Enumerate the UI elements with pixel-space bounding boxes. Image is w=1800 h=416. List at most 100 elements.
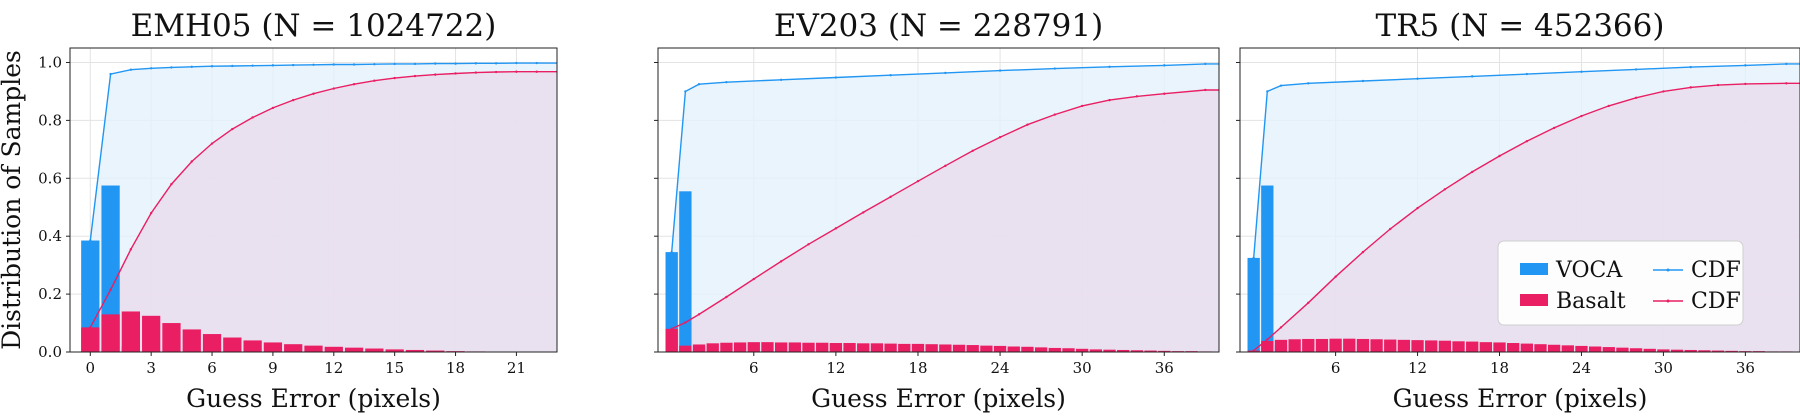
basalt-bar <box>1466 341 1479 352</box>
basalt-cdf-line-point <box>889 195 892 199</box>
voca-cdf-line-point <box>697 82 701 86</box>
voca-cdf-line-point <box>129 68 133 71</box>
legend-label: CDF <box>1691 258 1741 283</box>
basalt-bar <box>1089 349 1103 352</box>
voca-cdf-line-point <box>1785 62 1788 66</box>
basalt-bar <box>1302 338 1315 352</box>
basalt-cdf-line-point <box>1361 250 1365 254</box>
y-tick-label: 0.6 <box>38 169 62 187</box>
basalt-cdf-line-point <box>1266 338 1269 341</box>
basalt-cdf-line-point <box>1334 275 1337 278</box>
basalt-cdf-line-point <box>670 327 673 331</box>
basalt-cdf-line-point <box>1525 140 1529 143</box>
x-tick-label: 6 <box>749 359 759 377</box>
voca-cdf-line-point <box>170 66 173 69</box>
basalt-cdf-line-point <box>1080 104 1084 108</box>
basalt-cdf-line-point <box>1443 188 1447 191</box>
basalt-cdf-line-point <box>170 182 173 186</box>
legend-box <box>1497 240 1744 326</box>
basalt-bar <box>1602 347 1615 352</box>
basalt-bar <box>980 345 993 352</box>
voca-cdf-line-point <box>393 62 396 66</box>
basalt-bar <box>1356 338 1370 352</box>
voca-cdf-line-point <box>889 74 892 77</box>
basalt-bar <box>761 342 774 352</box>
basalt-cdf-line-point <box>998 135 1002 139</box>
basalt-bar <box>679 345 692 352</box>
voca-bar <box>1261 185 1274 352</box>
basalt-cdf-line-point <box>971 149 974 152</box>
basalt-cdf-line-point <box>413 74 417 78</box>
basalt-cdf-line-point <box>1389 227 1392 231</box>
panel-2: 6 12 18 24 30 36 EV203 (N = 228791) Guess Error… <box>654 8 1220 413</box>
voca-cdf-line-point <box>332 63 335 66</box>
basalt-cdf-line-point <box>944 164 947 168</box>
basalt-cdf-line-point <box>697 313 701 316</box>
voca-cdf-line-point <box>515 61 518 65</box>
basalt-bar <box>1288 339 1301 352</box>
x-tick-label: 18 <box>1490 359 1509 377</box>
basalt-bar <box>162 323 181 352</box>
basalt-cdf-line-point <box>1204 88 1207 92</box>
voca-cdf-line-point <box>1252 256 1255 260</box>
voca-cdf-line-point <box>454 62 457 65</box>
y-tick-label: 1.0 <box>38 53 62 71</box>
y-tick-label: 0.8 <box>38 111 62 129</box>
x-tick-label: 6 <box>1331 359 1341 377</box>
voca-cdf-line-point <box>149 67 153 70</box>
basalt-bar <box>1329 338 1342 352</box>
y-tick-label: 0.4 <box>38 227 62 245</box>
basalt-bar <box>1117 349 1130 352</box>
basalt-cdf-line-point <box>373 79 376 82</box>
voca-cdf-line-point <box>352 63 356 66</box>
basalt-bar <box>1520 343 1533 352</box>
basalt-cdf-line-point <box>454 72 457 75</box>
basalt-bar <box>385 349 404 352</box>
basalt-cdf-line-point <box>1716 83 1720 87</box>
basalt-bar <box>829 343 843 352</box>
basalt-cdf-line-point <box>725 295 728 299</box>
legend-line-marker <box>1666 268 1670 272</box>
x-tick-label: 30 <box>1654 359 1673 377</box>
basalt-bar <box>1684 349 1697 352</box>
basalt-cdf-line-point <box>1163 92 1166 95</box>
basalt-cdf-line-point <box>109 288 112 291</box>
voca-cdf-line-point <box>1266 90 1269 93</box>
y-tick-label: 0.2 <box>38 285 62 303</box>
basalt-bar <box>243 340 262 352</box>
x-tick-label: 3 <box>146 359 156 377</box>
basalt-bar <box>223 337 242 352</box>
plot-frame <box>657 47 1220 353</box>
basalt-bar <box>857 343 870 352</box>
basalt-cdf-line-point <box>1135 95 1139 98</box>
voca-cdf-line-point <box>1307 82 1310 85</box>
x-tick-label: 36 <box>1155 359 1174 377</box>
basalt-bar <box>1021 346 1034 352</box>
basalt-cdf-line-point <box>1026 123 1029 126</box>
basalt-cdf-line-point <box>292 98 295 102</box>
voca-cdf-line-point <box>1634 68 1638 71</box>
voca-cdf-line-point <box>474 62 478 65</box>
basalt-bar <box>1384 339 1397 352</box>
basalt-bar <box>1452 341 1465 352</box>
basalt-bar <box>1479 342 1492 352</box>
legend-swatch-voca <box>1520 263 1548 275</box>
voca-cdf-line-point <box>109 72 112 76</box>
legend-line-marker <box>1666 299 1670 303</box>
legend-label: Basalt <box>1556 289 1626 314</box>
basalt-cdf-line-point <box>231 127 234 131</box>
basalt-cdf-line-point <box>834 227 838 230</box>
basalt-cdf-line-point <box>1498 154 1501 158</box>
x-axis-label: Guess Error (pixels) <box>186 384 441 413</box>
voca-cdf-line-point <box>1580 70 1583 73</box>
basalt-bar <box>733 342 747 352</box>
basalt-cdf-line-point <box>1662 90 1665 93</box>
voca-cdf-line-point <box>779 78 783 82</box>
voca-cdf-line <box>1253 63 1800 258</box>
basalt-bar <box>898 343 911 352</box>
basalt-cdf-line-point <box>1744 82 1747 86</box>
basalt-bar <box>1034 347 1048 352</box>
x-tick-label: 24 <box>1572 359 1591 377</box>
panel-1: 0.0 0.2 0.4 0.6 0.8 1.0 0 3 6 9 12 15 18 21 EMH05 (N =… <box>38 8 558 413</box>
